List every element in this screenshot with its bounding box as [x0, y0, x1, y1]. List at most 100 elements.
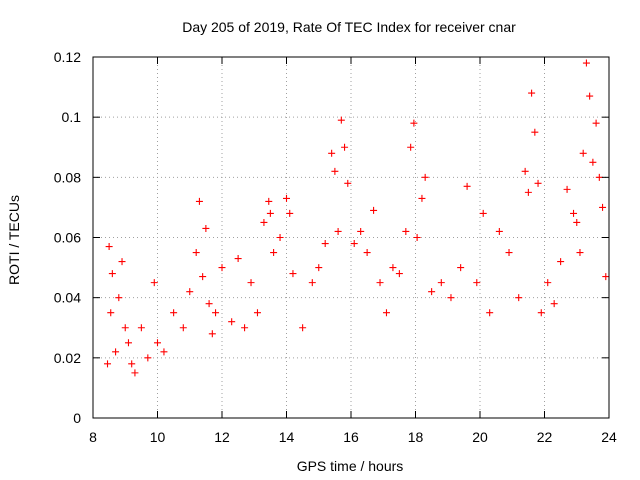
data-point-plus — [104, 360, 112, 368]
y-tick-label: 0.08 — [54, 169, 81, 185]
data-point-plus — [407, 143, 415, 151]
data-point-plus — [118, 258, 126, 266]
data-point-plus — [576, 249, 584, 257]
x-tick-label: 24 — [601, 429, 617, 445]
data-point-plus — [602, 273, 610, 281]
data-point-plus — [160, 348, 168, 356]
data-point-plus — [586, 92, 594, 100]
data-point-plus — [150, 279, 158, 287]
data-point-plus — [266, 209, 274, 217]
y-tick-label: 0.04 — [54, 290, 81, 306]
data-point-plus — [395, 270, 403, 278]
data-point-plus — [170, 309, 178, 317]
data-point-plus — [570, 209, 578, 217]
data-point-plus — [124, 339, 132, 347]
data-point-plus — [573, 218, 581, 226]
data-point-plus — [112, 348, 120, 356]
data-point-plus — [437, 279, 445, 287]
grid-lines — [93, 57, 609, 418]
data-point-plus — [276, 234, 284, 241]
data-point-plus — [341, 143, 349, 151]
data-point-plus — [212, 309, 220, 317]
y-tick-label: 0.1 — [62, 109, 82, 125]
data-point-plus — [531, 128, 539, 136]
data-point-plus — [283, 194, 290, 202]
data-point-plus — [247, 279, 255, 287]
data-point-plus — [363, 249, 371, 257]
data-point-plus — [299, 324, 307, 332]
data-point-plus — [473, 279, 481, 287]
data-point-plus — [208, 330, 216, 338]
data-point-plus — [328, 149, 336, 157]
data-point-plus — [515, 294, 523, 302]
data-point-plus — [421, 173, 429, 181]
x-tick-label: 10 — [150, 429, 166, 445]
data-point-plus — [234, 255, 242, 263]
data-point-plus — [105, 243, 113, 251]
data-point-plus — [337, 116, 345, 124]
data-point-plus — [495, 227, 503, 235]
x-tick-label: 14 — [279, 429, 295, 445]
data-point-plus — [563, 185, 571, 193]
data-point-plus — [357, 227, 365, 235]
data-point-plus — [228, 318, 236, 326]
data-point-plus — [260, 218, 268, 226]
axis-ticks — [92, 56, 610, 419]
data-point-plus — [286, 209, 294, 217]
data-point-plus — [121, 324, 129, 332]
data-point-plus — [128, 360, 136, 368]
data-point-plus — [186, 288, 194, 296]
data-point-plus — [413, 234, 421, 241]
data-point-plus — [192, 249, 200, 257]
data-point-plus — [334, 227, 342, 235]
data-point-plus — [265, 197, 273, 205]
data-point-plus — [592, 119, 600, 127]
data-point-plus — [315, 264, 323, 272]
data-point-plus — [599, 203, 607, 211]
data-point-plus — [253, 309, 261, 317]
y-axis-label: ROTI / TECUs — [6, 195, 22, 285]
data-point-plus — [410, 119, 418, 127]
data-point-plus — [537, 309, 545, 317]
y-tick-label: 0.06 — [54, 230, 81, 246]
data-point-plus — [107, 309, 115, 317]
data-point-plus — [486, 309, 494, 317]
data-point-plus — [582, 59, 590, 67]
y-tick-label: 0.12 — [54, 49, 81, 65]
data-point-plus — [321, 240, 329, 248]
data-point-plus — [344, 179, 352, 187]
data-point-plus — [370, 206, 378, 214]
y-tick-label: 0 — [73, 410, 81, 426]
scatter-points — [104, 59, 610, 377]
data-point-plus — [202, 224, 210, 232]
data-point-plus — [289, 270, 297, 278]
data-point-plus — [505, 249, 513, 257]
data-point-plus — [144, 354, 152, 362]
data-point-plus — [402, 227, 410, 235]
data-point-plus — [550, 300, 558, 308]
data-point-plus — [382, 309, 390, 317]
x-tick-label: 22 — [537, 429, 553, 445]
data-point-plus — [137, 324, 145, 332]
x-axis-label: GPS time / hours — [297, 458, 404, 474]
data-point-plus — [270, 249, 278, 257]
data-point-plus — [557, 258, 565, 266]
data-point-plus — [447, 294, 455, 302]
data-point-plus — [479, 209, 487, 217]
data-point-plus — [376, 279, 384, 287]
data-point-plus — [195, 197, 203, 205]
data-point-plus — [218, 264, 226, 272]
data-point-plus — [154, 339, 161, 347]
data-point-plus — [524, 188, 532, 196]
data-point-plus — [528, 89, 536, 97]
x-tick-label: 18 — [408, 429, 424, 445]
data-point-plus — [457, 264, 465, 272]
data-point-plus — [389, 264, 397, 272]
data-point-plus — [350, 240, 358, 248]
data-point-plus — [418, 194, 426, 202]
data-point-plus — [595, 173, 603, 181]
data-point-plus — [205, 300, 213, 308]
data-point-plus — [241, 324, 249, 332]
data-point-plus — [199, 273, 207, 281]
